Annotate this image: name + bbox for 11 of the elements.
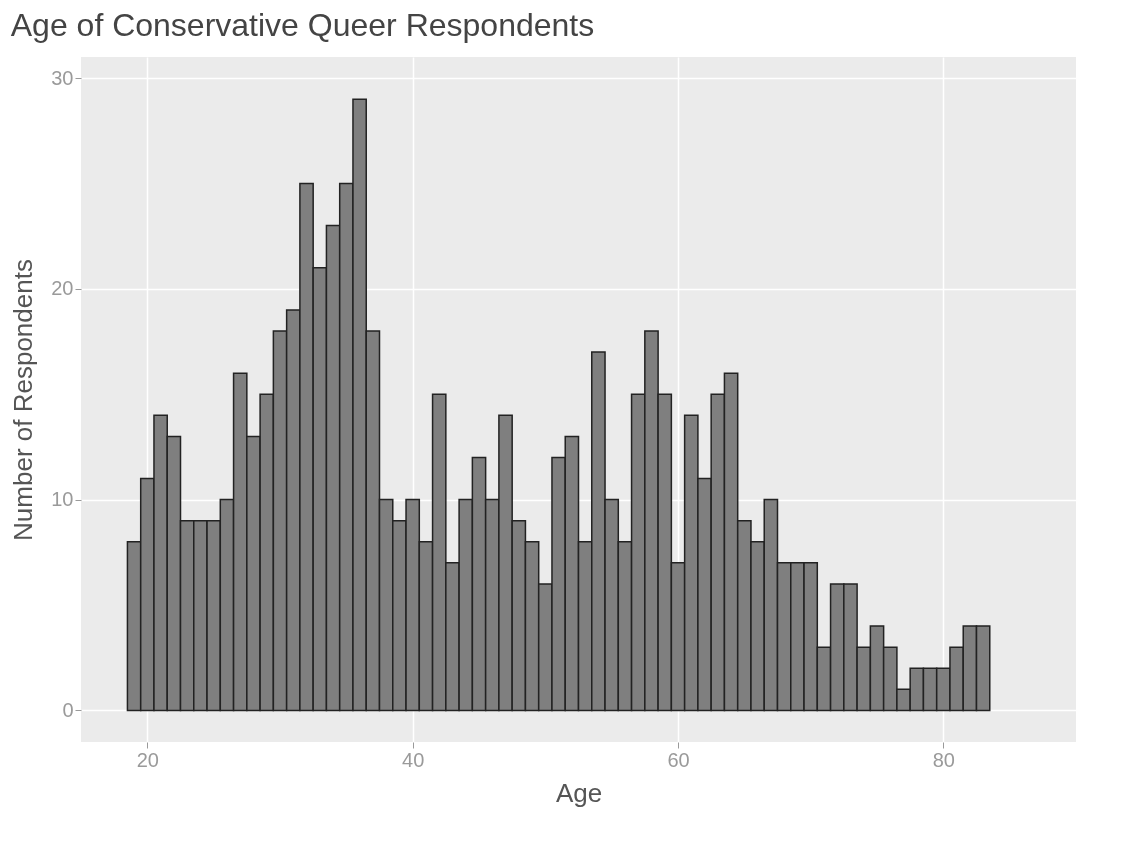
x-tick-label: 60 xyxy=(667,748,690,771)
x-axis-title: Age xyxy=(555,777,603,808)
x-tick-label: 20 xyxy=(136,748,159,771)
y-tick-label: 0 xyxy=(62,698,74,721)
y-tick-label: 30 xyxy=(51,66,74,89)
x-tick-label: 80 xyxy=(932,748,955,771)
x-tick-label: 40 xyxy=(402,748,425,771)
chart-title: Age of Conservative Queer Respondents xyxy=(10,7,595,43)
y-tick-label: 10 xyxy=(51,488,74,511)
y-tick-label: 20 xyxy=(51,277,74,300)
y-axis-title: Number of Respondents xyxy=(8,259,39,541)
